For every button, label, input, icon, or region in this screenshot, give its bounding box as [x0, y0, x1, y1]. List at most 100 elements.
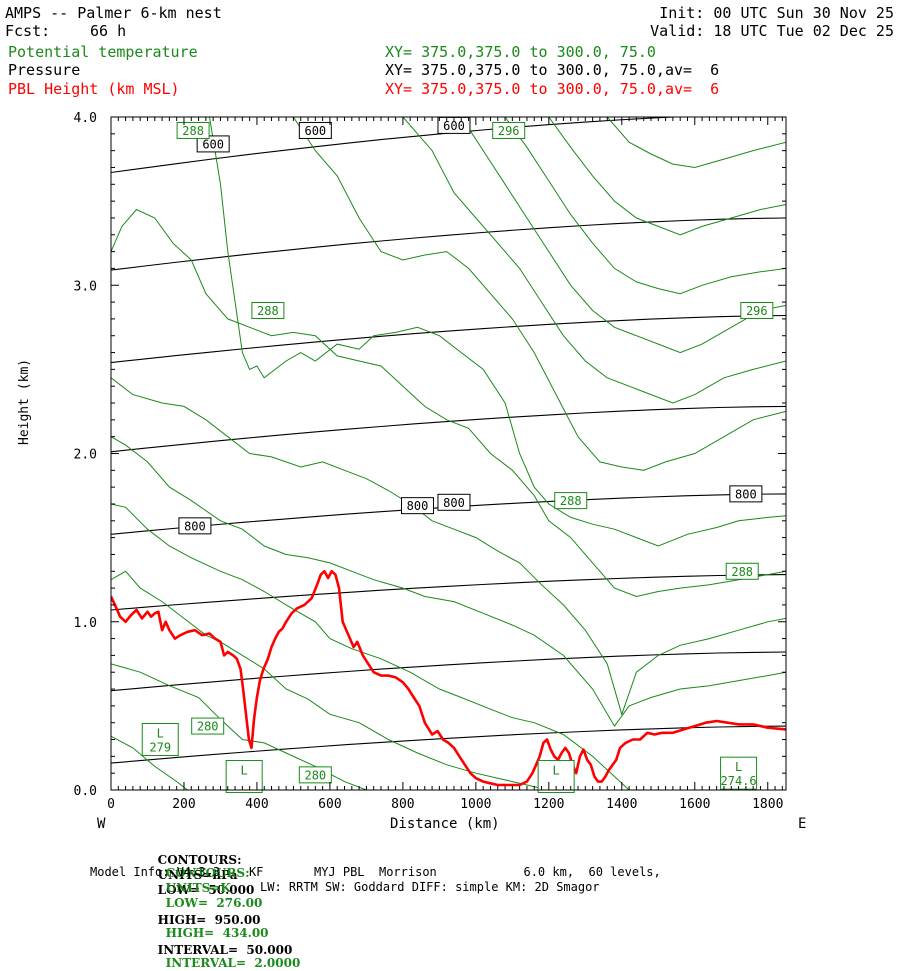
pressure-contour-850 — [111, 574, 786, 611]
init-time: Init: 00 UTC Sun 30 Nov 25 — [659, 4, 894, 22]
y-tick-label-2: 2.0 — [74, 448, 97, 463]
pressure-label-3: 800 — [184, 519, 206, 533]
y-tick-label-1: 1.0 — [74, 616, 97, 631]
low-marker-value-0: 279 — [149, 741, 171, 755]
pressure-label-1-box — [298, 121, 332, 139]
footer-p-low: LOW= 50.000 — [157, 883, 255, 897]
pressure-label-0-box — [196, 135, 230, 153]
pbl-height-series — [111, 570, 786, 787]
pressure-contour-950 — [111, 725, 786, 764]
footer-k-label: CONTOURS: — [165, 866, 250, 880]
pressure-contour-650 — [111, 217, 786, 271]
theta-label-3-box — [740, 301, 774, 319]
forecast-hour: 66 h — [90, 22, 127, 40]
theta-label-3: 296 — [746, 304, 768, 318]
field-theta-name: Potential temperature — [8, 43, 198, 61]
theta-contour-294-10 — [460, 117, 786, 354]
theta-contour-286-5 — [111, 377, 786, 716]
pressure-label-0: 600 — [202, 137, 224, 151]
low-marker-letter-1: L — [241, 764, 248, 778]
theta-label-0-box — [176, 121, 210, 139]
low-marker-letter-0: L — [157, 727, 164, 741]
theta-label-0: 288 — [182, 124, 204, 138]
theta-label-6-box — [191, 717, 225, 735]
theta-contour-296-11 — [504, 117, 786, 295]
pressure-label-4-box — [400, 497, 434, 515]
theta-label-4: 288 — [560, 494, 582, 508]
theta-contour-288-6 — [111, 208, 786, 598]
theta-contours — [111, 117, 786, 790]
theta-label-5-box — [725, 562, 759, 580]
theta-label-1-box — [251, 301, 285, 319]
x-tick-label-400: 400 — [245, 797, 268, 812]
y-tick-label-4: 4.0 — [74, 111, 97, 126]
x-axis-title: Distance (km) — [390, 816, 500, 832]
theta-contour-284-4 — [111, 436, 786, 728]
pressure-label-2: 600 — [443, 119, 465, 133]
pressure-contour-900 — [111, 651, 786, 692]
theta-label-7-box — [298, 766, 332, 784]
low-marker-letter-2: L — [553, 764, 560, 778]
pbl-height-line — [111, 570, 786, 787]
theta-contour-288-7 — [209, 117, 786, 547]
pressure-label-1: 600 — [304, 124, 326, 138]
y-tick-label-0: 0.0 — [74, 784, 97, 799]
contour-labels: 600 600 600 800 800 800 800 288 288 296 296 288 288 2… — [141, 116, 774, 794]
low-marker-value-3: 274.6 — [721, 774, 757, 788]
theta-label-4-box — [554, 492, 588, 510]
theta-contour-298-12 — [548, 117, 786, 236]
x-tick-label-1200: 1200 — [533, 797, 564, 812]
footer-p-label: CONTOURS: — [157, 853, 242, 867]
low-marker-box-2 — [537, 760, 575, 794]
theta-label-2-box — [492, 121, 526, 139]
pressure-contour-750 — [111, 405, 786, 453]
field-pbl-xy: XY= 375.0,375.0 to 300.0, 75.0,av= 6 — [385, 80, 720, 98]
axes: 0 200 400 600 800 1000 1200 1400 1600 1800 0.0 1.0 2… — [74, 111, 787, 812]
y-tick-label-3: 3.0 — [74, 279, 97, 294]
footer-k-interval: INTERVAL= 2.0000 — [165, 956, 301, 970]
y-axis-title: Height (km) — [17, 358, 32, 445]
field-pbl-name: PBL Height (km MSL) — [8, 80, 180, 98]
x-axis-west-label: W — [97, 816, 106, 832]
x-tick-label-1400: 1400 — [606, 797, 637, 812]
theta-contour-300-13 — [606, 117, 786, 169]
valid-time: Valid: 18 UTC Tue 02 Dec 25 — [650, 22, 894, 40]
pressure-label-3-box — [178, 517, 212, 535]
x-axis-east-label: E — [798, 816, 807, 832]
forecast-label: Fcst: — [5, 22, 51, 40]
low-marker-box-0 — [141, 723, 179, 757]
theta-contour-280-0 — [111, 735, 188, 790]
x-tick-label-1800: 1800 — [752, 797, 783, 812]
pressure-label-6: 800 — [735, 487, 757, 501]
field-theta-xy: XY= 375.0,375.0 to 300.0, 75.0 — [385, 43, 656, 61]
theta-contour-282-3 — [111, 503, 630, 790]
pressure-label-4: 800 — [407, 499, 429, 513]
theta-contour-281-2 — [111, 570, 549, 790]
pressure-label-5: 800 — [443, 496, 465, 510]
footer-k-high: HIGH= 434.00 — [165, 926, 269, 940]
x-tick-label-800: 800 — [391, 797, 414, 812]
theta-label-1: 288 — [257, 304, 279, 318]
theta-contour-292-9 — [402, 117, 786, 404]
pressure-contours — [111, 117, 786, 764]
pressure-label-5-box — [437, 493, 471, 511]
pressure-label-6-box — [729, 485, 763, 503]
theta-label-5: 288 — [731, 565, 753, 579]
footer-physics-info: LW: RRTM SW: Goddard DIFF: simple KM: 2D… — [260, 880, 600, 894]
theta-label-2: 296 — [498, 124, 520, 138]
theta-label-6: 280 — [197, 720, 219, 734]
chart-title: AMPS -- Palmer 6-km nest — [5, 4, 222, 22]
footer-model-info: Model Info: V4.3.3 KF MYJ PBL Morrison 6… — [90, 865, 661, 879]
footer-k-low: LOW= 276.00 — [165, 896, 263, 910]
x-tick-label-0: 0 — [107, 797, 115, 812]
x-tick-label-600: 600 — [318, 797, 341, 812]
low-marker-box-1 — [225, 760, 263, 794]
plot-border — [110, 116, 787, 791]
theta-contour-290-8 — [292, 117, 786, 471]
field-pressure-xy: XY= 375.0,375.0 to 300.0, 75.0,av= 6 — [385, 61, 720, 79]
x-tick-label-200: 200 — [172, 797, 195, 812]
pressure-contour-700 — [111, 314, 786, 364]
cross-section-chart: 600 600 600 800 800 800 800 288 288 296 296 288 288 2… — [74, 111, 787, 812]
low-marker-letter-3: L — [735, 760, 742, 774]
footer-p-units: UNITS=hPa — [157, 868, 238, 882]
